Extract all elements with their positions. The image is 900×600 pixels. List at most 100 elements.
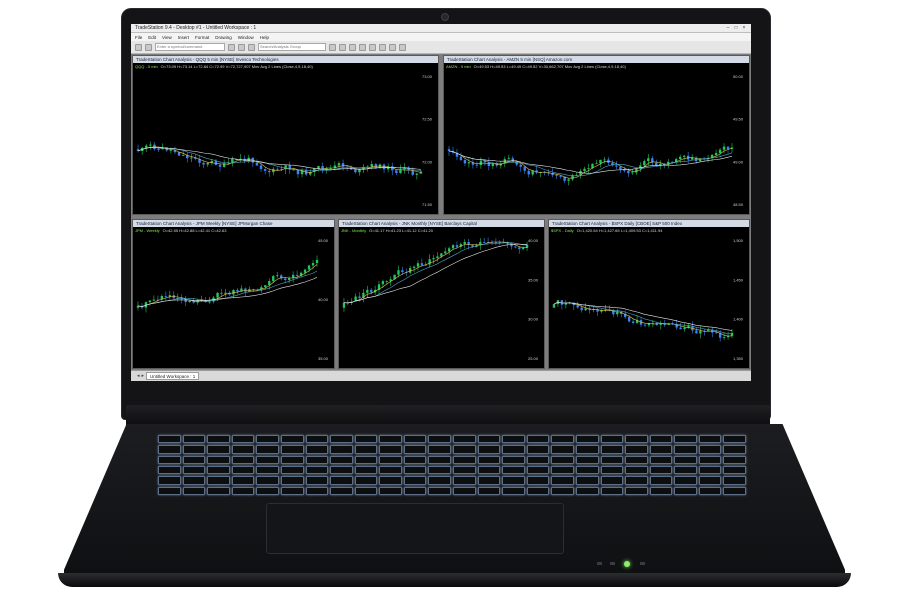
toolbar-zoom-in-icon[interactable] [329,43,336,51]
keyboard-key[interactable] [600,445,624,454]
keyboard-key[interactable] [231,445,255,454]
toolbar-grid-icon[interactable] [389,43,396,51]
keyboard-key[interactable] [551,476,574,485]
candlestick-chart[interactable]: 50.00 49.50 49.00 48.50 [444,70,749,214]
keyboard-key[interactable] [330,476,353,485]
keyboard-key[interactable] [305,465,329,475]
keyboard-key[interactable] [182,476,206,485]
keyboard-key[interactable] [526,465,550,475]
keyboard-key[interactable] [575,486,599,495]
keyboard-key[interactable] [207,455,230,464]
toolbar-settings-icon[interactable] [399,43,406,51]
chart-panel-amzn[interactable]: TradeStation Chart Analysis - AMZN 5 min… [443,55,750,215]
keyboard-key[interactable] [698,476,722,485]
keyboard-key[interactable] [231,465,255,475]
keyboard-key[interactable] [698,445,722,454]
keyboard-key[interactable] [354,486,378,495]
keyboard-key[interactable] [575,455,599,464]
keyboard-key[interactable] [256,476,279,485]
keyboard-key[interactable] [698,486,722,495]
keyboard-key[interactable] [453,455,476,464]
keyboard-key[interactable] [551,435,574,444]
keyboard-key[interactable] [625,455,648,464]
keyboard-key[interactable] [600,455,624,464]
keyboard-key[interactable] [256,445,279,454]
keyboard-key[interactable] [723,455,746,464]
keyboard-key[interactable] [600,486,624,495]
keyboard-key[interactable] [575,435,599,444]
keyboard-key[interactable] [453,465,476,475]
keyboard-key[interactable] [477,465,501,475]
keyboard-key[interactable] [354,455,378,464]
keyboard-key[interactable] [330,435,353,444]
symbol-input[interactable]: Enter a symbol/command [155,43,225,51]
keyboard-key[interactable] [625,486,648,495]
menu-help[interactable]: Help [259,34,270,40]
keyboard-key[interactable] [428,476,451,485]
keyboard-key[interactable] [354,476,378,485]
keyboard-key[interactable] [428,455,451,464]
keyboard-key[interactable] [526,445,550,454]
keyboard-key[interactable] [453,445,476,454]
keyboard-key[interactable] [330,486,353,495]
menu-format[interactable]: Format [194,34,210,40]
keyboard-key[interactable] [305,435,329,444]
keyboard-key[interactable] [526,455,550,464]
toolbar-cursor-icon[interactable] [349,43,356,51]
keyboard-key[interactable] [625,476,648,485]
keyboard-key[interactable] [649,435,673,444]
keyboard-key[interactable] [502,465,525,475]
keyboard-key[interactable] [698,435,722,444]
keyboard-key[interactable] [477,476,501,485]
keyboard-key[interactable] [379,435,402,444]
keyboard-key[interactable] [428,435,451,444]
keyboard-key[interactable] [698,465,722,475]
menu-edit[interactable]: Edit [148,34,157,40]
keyboard-key[interactable] [305,486,329,495]
keyboard-key[interactable] [428,445,451,454]
toolbar-radar-icon[interactable] [248,43,255,51]
toolbar-text-icon[interactable] [379,43,386,51]
keyboard-key[interactable] [280,476,304,485]
keyboard-key[interactable] [723,465,746,475]
keyboard-key[interactable] [551,465,574,475]
keyboard-key[interactable] [502,476,525,485]
keyboard-key[interactable] [674,435,697,444]
tab-workspace[interactable]: Untitled Workspace : 1 [146,372,200,380]
keyboard-key[interactable] [354,445,378,454]
keyboard-key[interactable] [649,486,673,495]
keyboard-key[interactable] [551,486,574,495]
keyboard-key[interactable] [600,476,624,485]
keyboard-key[interactable] [526,486,550,495]
keyboard-key[interactable] [330,455,353,464]
keyboard-key[interactable] [280,486,304,495]
keyboard-key[interactable] [453,476,476,485]
keyboard-key[interactable] [305,476,329,485]
candlestick-chart[interactable]: 1,500 1,450 1,400 1,350 [549,234,749,368]
analysis-search-input[interactable]: Search/Analysis Group [258,43,326,51]
keyboard-key[interactable] [649,476,673,485]
keyboard-key[interactable] [477,455,501,464]
keyboard-key[interactable] [158,476,181,485]
keyboard-key[interactable] [158,455,181,464]
keyboard-key[interactable] [379,476,402,485]
maximize-icon[interactable]: □ [734,25,738,31]
keyboard-key[interactable] [625,435,648,444]
toolbar-crosshair-icon[interactable] [359,43,366,51]
keyboard-key[interactable] [428,465,451,475]
tab-scroll-right-icon[interactable]: ▸ [141,373,145,379]
keyboard[interactable] [156,433,748,497]
keyboard-key[interactable] [182,486,206,495]
keyboard-key[interactable] [477,435,501,444]
keyboard-key[interactable] [502,486,525,495]
keyboard-key[interactable] [330,445,353,454]
keyboard-key[interactable] [575,476,599,485]
keyboard-key[interactable] [231,476,255,485]
keyboard-key[interactable] [231,486,255,495]
keyboard-key[interactable] [575,465,599,475]
keyboard-key[interactable] [600,465,624,475]
keyboard-key[interactable] [182,465,206,475]
candlestick-chart[interactable]: 45.00 40.00 35.00 [133,234,334,368]
keyboard-key[interactable] [379,455,402,464]
keyboard-key[interactable] [158,486,181,495]
